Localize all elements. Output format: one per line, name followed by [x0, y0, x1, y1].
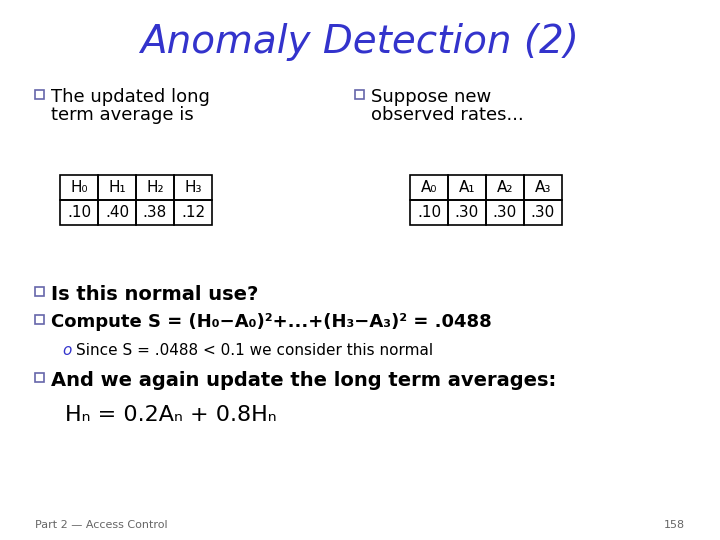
Bar [355, 90, 364, 98]
Text: .30: .30 [455, 205, 479, 220]
Bar [174, 200, 212, 225]
Bar [35, 287, 44, 295]
Bar [136, 175, 174, 200]
Bar [35, 314, 44, 323]
Text: H₂: H₂ [146, 180, 164, 195]
Text: .30: .30 [531, 205, 555, 220]
Text: Compute S = (H₀−A₀)²+...+(H₃−A₃)² = .0488: Compute S = (H₀−A₀)²+...+(H₃−A₃)² = .048… [51, 313, 492, 331]
Text: Anomaly Detection (2): Anomaly Detection (2) [140, 23, 580, 61]
Text: 158: 158 [664, 520, 685, 530]
Bar [174, 175, 212, 200]
Bar [486, 175, 524, 200]
Bar [524, 200, 562, 225]
Text: H₀: H₀ [70, 180, 88, 195]
Bar [486, 200, 524, 225]
Text: H₁: H₁ [108, 180, 126, 195]
Bar [98, 175, 136, 200]
Text: Part 2 — Access Control: Part 2 — Access Control [35, 520, 168, 530]
Bar [35, 90, 44, 98]
Bar [60, 175, 98, 200]
Text: Hₙ = 0.2Aₙ + 0.8Hₙ: Hₙ = 0.2Aₙ + 0.8Hₙ [65, 405, 276, 425]
Text: A₀: A₀ [420, 180, 437, 195]
Text: Suppose new: Suppose new [371, 88, 491, 106]
Bar [448, 200, 486, 225]
Text: A₁: A₁ [459, 180, 475, 195]
Text: H₃: H₃ [184, 180, 202, 195]
Text: .38: .38 [143, 205, 167, 220]
Text: Is this normal use?: Is this normal use? [51, 285, 258, 304]
Text: .40: .40 [105, 205, 129, 220]
Text: Since S = .0488 < 0.1 we consider this normal: Since S = .0488 < 0.1 we consider this n… [76, 343, 433, 358]
Text: observed rates...: observed rates... [371, 106, 523, 124]
Text: o: o [62, 343, 71, 358]
Text: term average is: term average is [51, 106, 194, 124]
Bar [136, 200, 174, 225]
Text: A₃: A₃ [535, 180, 552, 195]
Bar [60, 200, 98, 225]
Bar [448, 175, 486, 200]
Text: A₂: A₂ [497, 180, 513, 195]
Bar [35, 373, 44, 381]
Text: And we again update the long term averages:: And we again update the long term averag… [51, 371, 557, 390]
Text: .12: .12 [181, 205, 205, 220]
Bar [410, 175, 448, 200]
Text: The updated long: The updated long [51, 88, 210, 106]
Text: .10: .10 [67, 205, 91, 220]
Bar [410, 200, 448, 225]
Text: .30: .30 [493, 205, 517, 220]
Bar [524, 175, 562, 200]
Bar [98, 200, 136, 225]
Text: .10: .10 [417, 205, 441, 220]
